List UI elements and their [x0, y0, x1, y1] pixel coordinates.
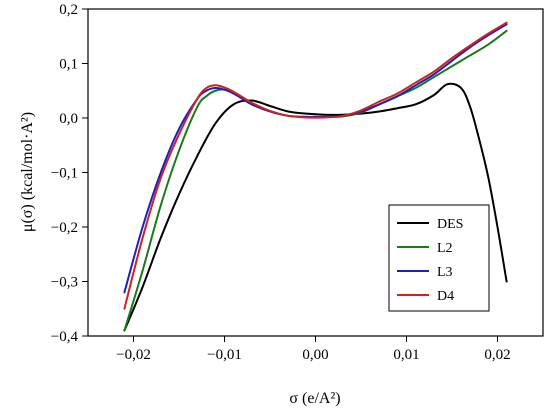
x-axis: −0,02 −0,01 0,00 0,01 0,02	[116, 336, 511, 363]
y-tick-label: −0,1	[51, 166, 78, 182]
legend-label-des: DES	[437, 217, 463, 232]
y-tick-label: −0,4	[51, 329, 79, 345]
y-tick-label: 0,2	[59, 2, 78, 18]
y-axis: −0,4 −0,3 −0,2 −0,1 0,0 0,1 0,2	[51, 2, 88, 345]
y-tick-label: 0,1	[59, 57, 78, 73]
x-tick-label: 0,00	[302, 347, 328, 363]
legend-label-d4: D4	[437, 289, 454, 304]
y-tick-label: −0,2	[51, 220, 78, 236]
y-tick-label: 0,0	[59, 111, 78, 127]
legend: DES L2 L3 D4	[388, 204, 490, 312]
x-tick-label: −0,02	[116, 347, 151, 363]
x-tick-label: 0,02	[484, 347, 510, 363]
x-axis-title: σ (e/A²)	[289, 390, 340, 407]
legend-label-l3: L3	[437, 265, 453, 280]
series-line-des	[123, 82, 508, 332]
y-tick-label: −0,3	[51, 275, 78, 291]
x-tick-label: −0,01	[207, 347, 242, 363]
legend-label-l2: L2	[437, 241, 453, 256]
series-line-d4	[123, 21, 508, 310]
y-axis-title: μ(σ) (kcal/mol·A²)	[19, 112, 36, 232]
x-tick-label: 0,01	[393, 347, 419, 363]
series-lines	[123, 21, 508, 332]
